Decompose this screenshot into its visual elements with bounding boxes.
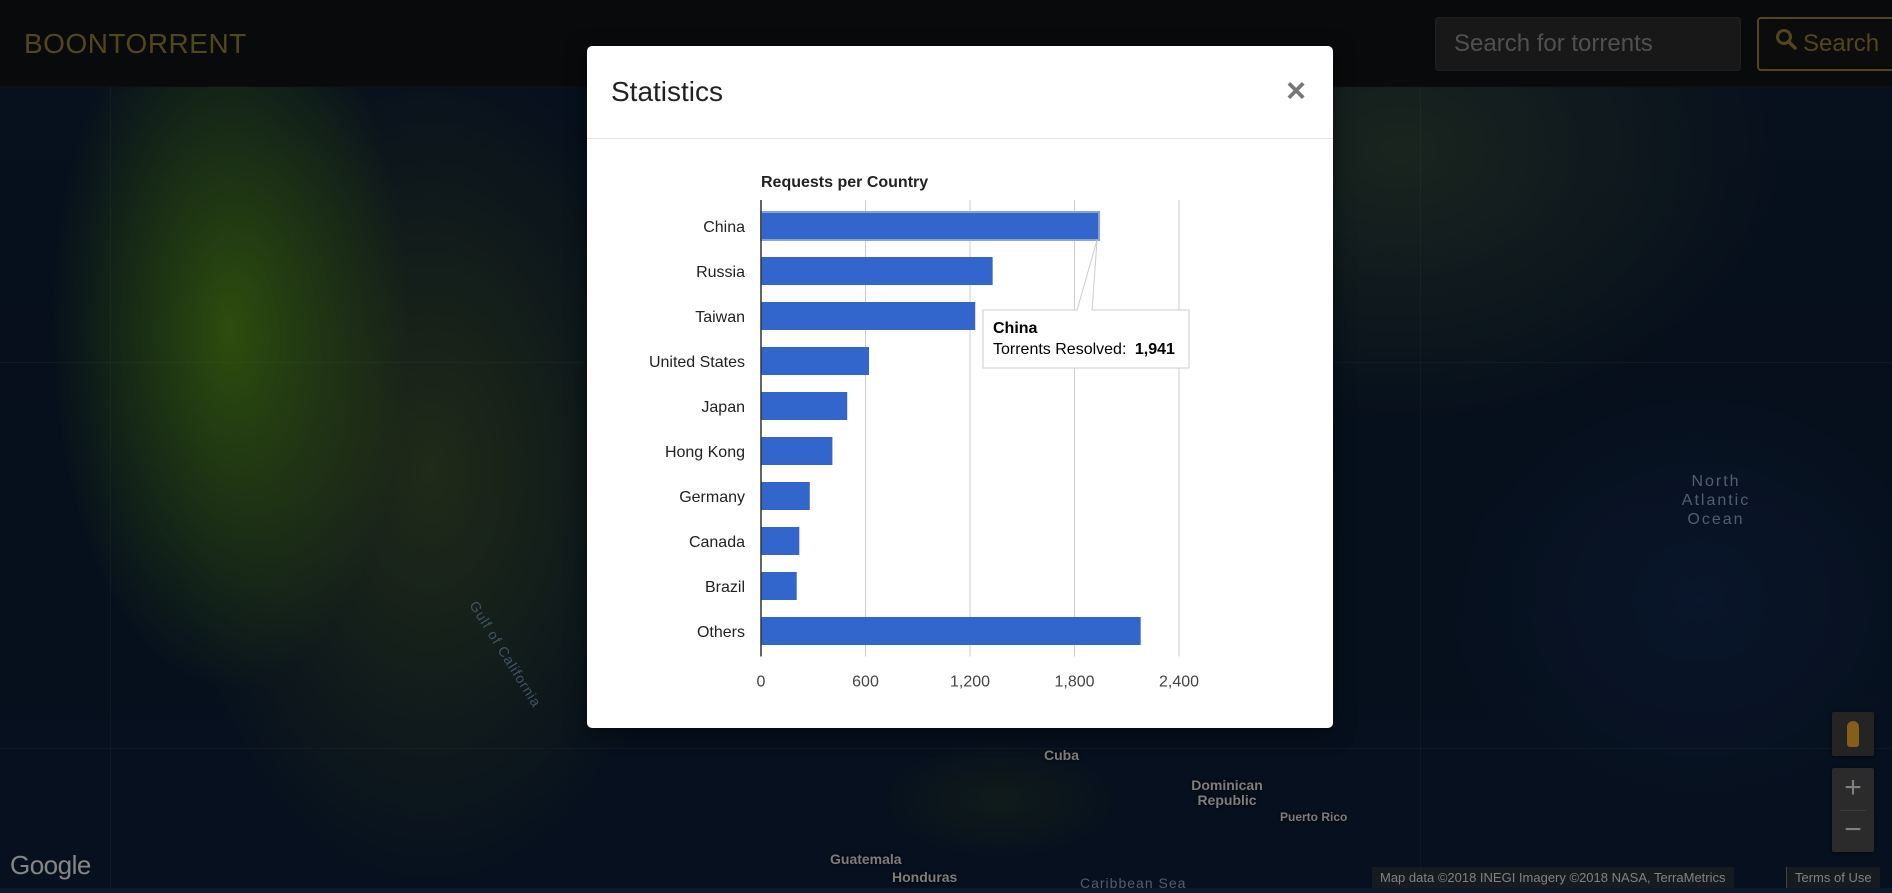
chart-bar[interactable] <box>761 527 800 555</box>
map-attribution: Map data ©2018 INEGI Imagery ©2018 NASA,… <box>1372 867 1734 888</box>
chart-title: Requests per Country <box>761 174 928 191</box>
tooltip-label: Torrents Resolved: <box>993 341 1126 358</box>
chart-tick-label: 1,200 <box>950 674 990 691</box>
chart-category-label: Russia <box>696 264 745 281</box>
terms-of-use-link[interactable]: Terms of Use <box>1786 867 1880 888</box>
chart-bar[interactable] <box>761 392 848 420</box>
map-label-puerto-rico: Puerto Rico <box>1280 810 1348 824</box>
chart-category-label: China <box>703 219 745 236</box>
chart-category-label: Others <box>697 624 745 641</box>
zoom-control: + − <box>1832 768 1874 852</box>
chart-category-label: Brazil <box>705 579 745 596</box>
zoom-in-button[interactable]: + <box>1844 771 1862 804</box>
chart-category-label: Japan <box>701 399 745 416</box>
chart-tooltip: China Torrents Resolved: 1,941 <box>982 239 1190 369</box>
modal-header: Statistics × <box>587 46 1333 139</box>
chart-bar[interactable] <box>761 482 810 510</box>
search-button[interactable]: Search <box>1757 17 1892 71</box>
chart-category-label: Taiwan <box>695 309 745 326</box>
map-label-ocean: North Atlantic Ocean <box>1681 473 1751 528</box>
map-label-guatemala: Guatemala <box>830 851 902 867</box>
chart-tick-label: 0 <box>757 674 766 691</box>
statistics-modal: Statistics × Requests per Country China R… <box>587 46 1333 728</box>
chart-category-label: United States <box>649 354 745 371</box>
map-grid-line <box>110 0 111 888</box>
search-button-label: Search <box>1803 30 1880 57</box>
pegman-icon <box>1847 721 1859 747</box>
chart-category-label: Hong Kong <box>665 444 745 461</box>
bar-chart: Requests per Country China Russia Taiwan Un… <box>649 174 1200 691</box>
zoom-out-button[interactable]: − <box>1844 813 1862 846</box>
tooltip-line: Torrents Resolved: 1,941 <box>993 341 1175 358</box>
map-label-cuba: Cuba <box>1044 747 1079 763</box>
map-grid-line <box>0 748 1892 749</box>
chart-tick-label: 600 <box>852 674 879 691</box>
street-view-pegman[interactable] <box>1832 712 1874 756</box>
chart-category-labels: China Russia Taiwan United States Japan Hong … <box>649 219 745 641</box>
chart-bar[interactable] <box>761 617 1141 645</box>
chart-tick-label: 2,400 <box>1159 674 1199 691</box>
search-input[interactable] <box>1435 17 1741 71</box>
navbar: BOONTORRENT Search <box>0 0 1892 87</box>
chart-bar[interactable] <box>761 302 976 330</box>
zoom-divider <box>1840 810 1866 811</box>
map-label-caribbean: Caribbean Sea <box>1080 875 1187 891</box>
modal-title: Statistics <box>611 76 724 107</box>
tooltip-value: 1,941 <box>1135 341 1175 358</box>
map-grid-line <box>1420 0 1421 888</box>
chart-tick-label: 1,800 <box>1054 674 1094 691</box>
chart-bar[interactable] <box>761 437 833 465</box>
tooltip-box <box>982 239 1190 369</box>
close-button[interactable]: × <box>1281 74 1311 108</box>
google-logo: Google <box>10 850 91 880</box>
brand-logo[interactable]: BOONTORRENT <box>24 28 247 59</box>
search-icon <box>1775 19 1797 67</box>
chart-bar[interactable] <box>760 211 1101 241</box>
chart-category-label: Canada <box>689 534 745 551</box>
chart-bar[interactable] <box>761 347 869 375</box>
chart-bars <box>760 211 1141 645</box>
tooltip-category: China <box>993 320 1038 337</box>
chart-category-label: Germany <box>679 489 745 506</box>
map-label-dominican: Dominican Republic <box>1191 777 1263 808</box>
chart-bar[interactable] <box>761 257 993 285</box>
chart-bar[interactable] <box>761 572 797 600</box>
map-label-honduras: Honduras <box>892 869 958 885</box>
chart-tick-labels: 0 600 1,200 1,800 2,400 <box>757 674 1200 691</box>
